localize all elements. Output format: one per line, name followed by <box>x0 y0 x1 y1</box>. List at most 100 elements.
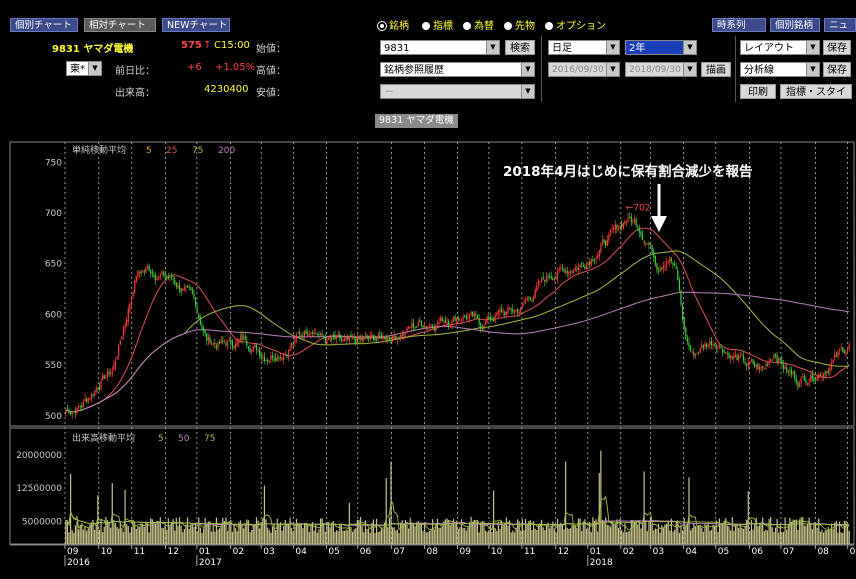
volume-bar <box>819 531 821 544</box>
candle-body <box>291 343 293 349</box>
year-label: 2016 <box>67 558 90 568</box>
radio-off-icon <box>545 22 553 30</box>
volume-bar <box>489 524 491 544</box>
candle-body <box>582 265 584 268</box>
relative-chart-button[interactable]: 相対チャート <box>84 18 156 32</box>
draw-button[interactable]: 描画 <box>701 62 731 77</box>
code-input[interactable]: 9831 ▼ <box>380 40 500 55</box>
price-legend-item: 25 <box>166 146 177 156</box>
volume-bar <box>657 523 660 544</box>
radio-index[interactable]: 指標 <box>422 17 453 32</box>
candle-body <box>286 354 288 357</box>
candle-body <box>585 265 588 269</box>
volume-bar <box>573 524 575 544</box>
volume-bar <box>124 489 126 544</box>
volume-bar <box>182 532 184 544</box>
candle-body <box>667 260 669 263</box>
candle-body <box>82 402 85 407</box>
candle-body <box>581 263 583 265</box>
volume-bar <box>752 529 754 544</box>
price-legend-title: 単純移動平均 <box>72 144 126 156</box>
candle-body <box>649 243 652 245</box>
range-select[interactable]: 2年 ▼ <box>625 40 697 55</box>
candle-body <box>393 335 395 337</box>
candle-body <box>528 296 530 298</box>
volume-bar <box>215 517 217 544</box>
candle-body <box>595 258 597 260</box>
candle-body <box>492 319 495 322</box>
volume-bar <box>369 532 371 544</box>
volume-bar <box>411 522 413 544</box>
volume-bar <box>444 519 447 544</box>
save-analysis-button[interactable]: 保存 <box>823 62 851 77</box>
individual-stock-button[interactable]: 個別銘柄 <box>770 18 820 32</box>
candle-body <box>111 370 113 374</box>
volume-bar <box>239 520 242 544</box>
candle-body <box>404 332 407 334</box>
print-button[interactable]: 印刷 <box>740 84 776 99</box>
open-label: 始値： <box>256 44 286 55</box>
candle-body <box>89 398 91 400</box>
candle-body <box>137 271 139 277</box>
volume-bar <box>720 523 722 544</box>
volume-bar <box>465 530 467 544</box>
volume-bar <box>688 477 690 544</box>
volume-bar <box>135 528 137 544</box>
market-select[interactable]: 東* ▼ <box>66 61 102 76</box>
save-layout-button[interactable]: 保存 <box>823 40 851 55</box>
history-select[interactable]: 銘柄参照履歴 ▼ <box>380 62 535 77</box>
radio-stock[interactable]: 銘柄 <box>378 17 409 32</box>
candle-body <box>680 290 682 305</box>
volume-bar <box>113 520 115 544</box>
empty-select[interactable]: － ▼ <box>380 84 535 99</box>
volume-bar <box>460 519 463 544</box>
volume-bar <box>717 531 719 544</box>
volume-bar <box>613 523 615 544</box>
candle-body <box>239 336 242 340</box>
volume-bar <box>87 528 89 544</box>
volume-legend-item: 5 <box>158 434 164 444</box>
timeseries-button[interactable]: 時系列 <box>712 18 766 32</box>
new-chart-button[interactable]: NEWチャート <box>162 18 230 32</box>
candle-body <box>606 239 608 246</box>
search-button[interactable]: 検索 <box>505 40 535 55</box>
candle-body <box>329 339 331 341</box>
candle-body <box>792 372 794 374</box>
candle-body <box>766 364 769 366</box>
candle-body <box>798 382 801 387</box>
volume-bar <box>214 531 216 544</box>
volume-bar <box>292 531 294 544</box>
volume-bar <box>218 528 221 544</box>
candle-body <box>183 287 185 291</box>
candle-body <box>561 267 564 269</box>
date-from-input[interactable]: 2016/09/30 ▼ <box>548 62 620 77</box>
volume-bar <box>327 521 330 544</box>
period-select[interactable]: 日足 ▼ <box>548 40 620 55</box>
candle-body <box>225 343 227 347</box>
candle-body <box>722 348 724 353</box>
candle-body <box>473 313 475 318</box>
indicator-style-button[interactable]: 指標・スタイ <box>780 84 852 99</box>
individual-chart-button[interactable]: 個別チャート <box>10 18 78 32</box>
radio-options[interactable]: オプション <box>545 17 606 32</box>
candle-body <box>524 300 527 303</box>
volume-y-tick-label: 20000000 <box>16 451 62 461</box>
candle-body <box>688 342 690 347</box>
volume-bar <box>472 521 474 544</box>
candle-body <box>723 351 725 353</box>
analysis-select[interactable]: 分析線 ▼ <box>740 62 820 77</box>
volume-bar <box>323 522 325 544</box>
x-tick-label: 07 <box>394 547 405 557</box>
radio-fx[interactable]: 為替 <box>463 17 494 32</box>
candle-body <box>215 345 217 348</box>
date-to-input[interactable]: 2018/09/30 ▼ <box>625 62 697 77</box>
volume-bar <box>765 529 767 544</box>
layout-select[interactable]: レイアウト ▼ <box>740 40 820 55</box>
candle-body <box>566 270 568 274</box>
volume-bar <box>158 522 160 544</box>
radio-futures[interactable]: 先物 <box>504 17 535 32</box>
candle-body <box>169 275 171 278</box>
candle-body <box>569 271 572 273</box>
candle-body <box>603 239 605 243</box>
